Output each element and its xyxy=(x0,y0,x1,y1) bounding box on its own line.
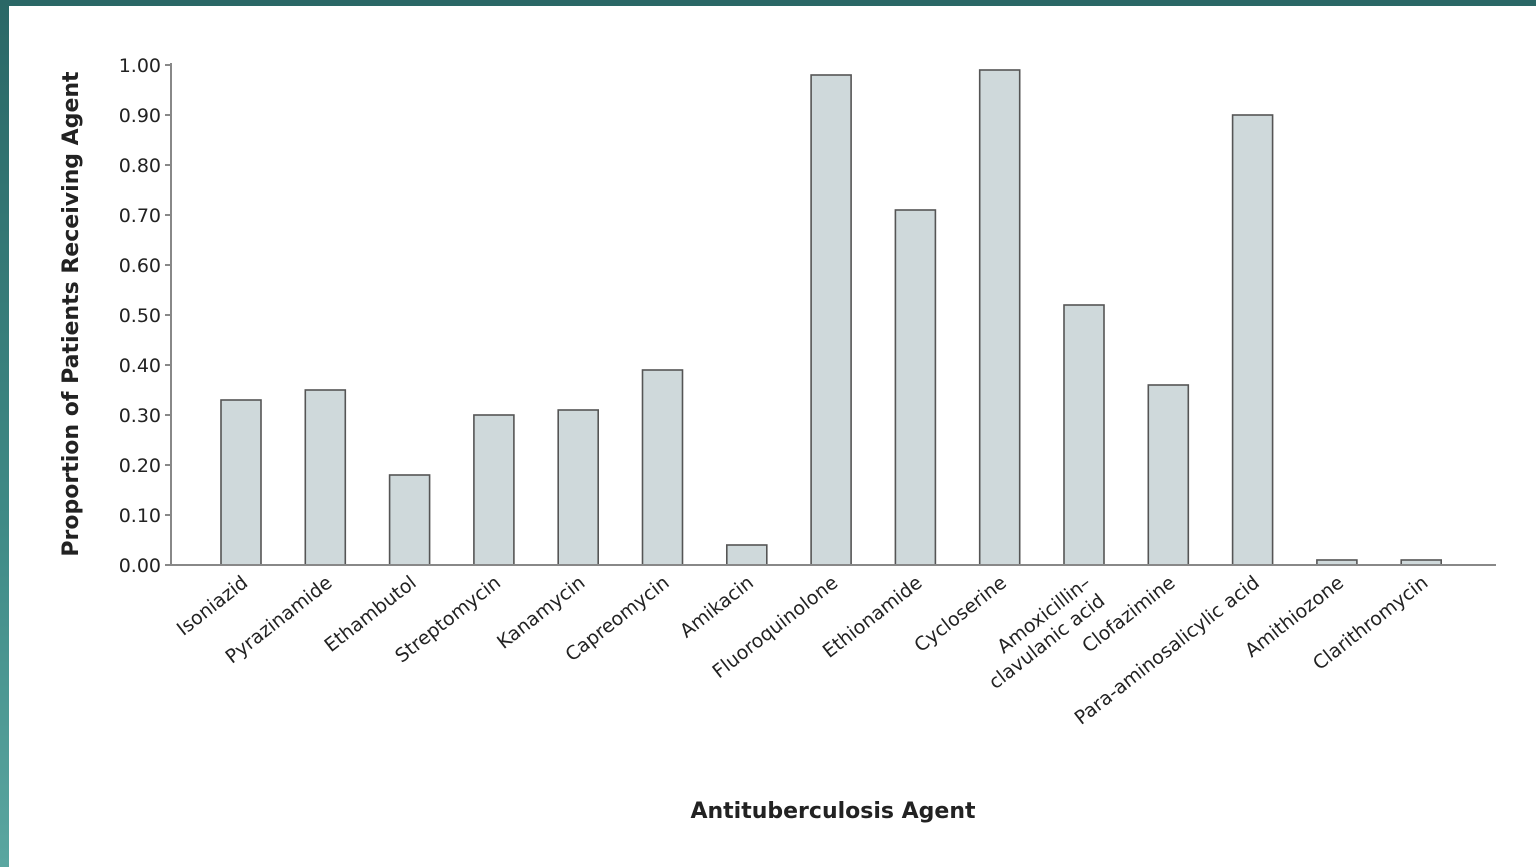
y-tick-label: 0.80 xyxy=(119,155,161,177)
y-tick-label: 0.10 xyxy=(119,505,161,527)
bar xyxy=(641,369,684,566)
bar xyxy=(1231,114,1274,566)
x-category-label-line: Isoniazid xyxy=(173,572,252,641)
bar xyxy=(978,69,1021,566)
bar xyxy=(1063,304,1105,566)
bar xyxy=(1147,384,1190,566)
y-axis-title: Proportion of Patients Receiving Agent xyxy=(59,71,84,557)
y-tick-label: 0.00 xyxy=(119,555,161,577)
x-category-label: Isoniazid xyxy=(173,572,252,641)
y-tick-label: 0.20 xyxy=(119,455,161,477)
y-tick-label: 0.90 xyxy=(119,105,161,127)
y-tick-label: 0.50 xyxy=(119,305,161,327)
bar xyxy=(557,409,600,566)
x-category-label-line: Amikacin xyxy=(676,572,758,643)
bar xyxy=(388,474,431,566)
x-axis-title: Antituberculosis Agent xyxy=(690,799,976,824)
chart-panel xyxy=(9,6,1536,867)
bars xyxy=(220,69,1442,566)
bar xyxy=(220,399,262,566)
bar xyxy=(725,544,768,566)
y-tick-label: 1.00 xyxy=(119,55,161,77)
bar xyxy=(473,414,515,566)
y-tick-label: 0.30 xyxy=(119,405,161,427)
y-tick-label: 0.60 xyxy=(119,255,161,277)
y-axis-ticks: 0.00 0.10 0.20 0.30 0.40 0.50 0.60 0.70 0.80 0.90… xyxy=(119,55,171,577)
bar xyxy=(894,209,937,566)
x-axis-category-labels: IsoniazidPyrazinamideEthambutolStreptomy… xyxy=(173,572,1432,730)
y-tick-label: 0.70 xyxy=(119,205,161,227)
bar xyxy=(304,389,347,566)
bar xyxy=(810,74,852,566)
y-tick-label: 0.40 xyxy=(119,355,161,377)
x-category-label: Amikacin xyxy=(676,572,758,643)
